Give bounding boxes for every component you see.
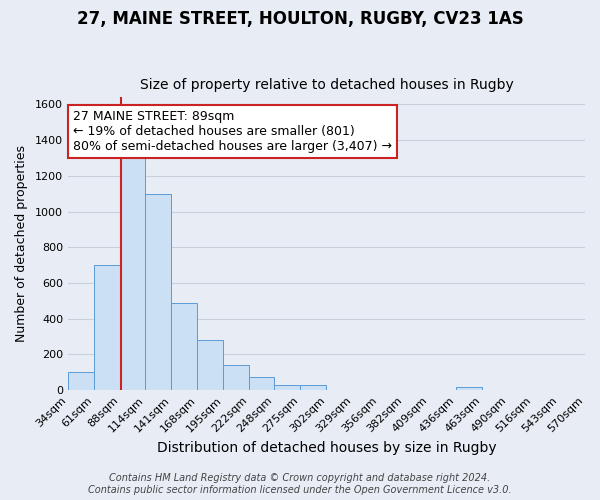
Bar	[223, 365, 249, 390]
Bar	[68, 372, 94, 390]
Bar	[274, 385, 301, 390]
Text: 27 MAINE STREET: 89sqm
← 19% of detached houses are smaller (801)
80% of semi-de: 27 MAINE STREET: 89sqm ← 19% of detached…	[73, 110, 392, 153]
Y-axis label: Number of detached properties: Number of detached properties	[15, 146, 28, 342]
Bar	[171, 302, 197, 390]
Bar	[94, 265, 120, 390]
Text: Contains HM Land Registry data © Crown copyright and database right 2024.
Contai: Contains HM Land Registry data © Crown c…	[88, 474, 512, 495]
Title: Size of property relative to detached houses in Rugby: Size of property relative to detached ho…	[140, 78, 514, 92]
Bar	[301, 385, 326, 390]
X-axis label: Distribution of detached houses by size in Rugby: Distribution of detached houses by size …	[157, 441, 496, 455]
Bar	[197, 340, 223, 390]
Bar	[120, 151, 145, 390]
Bar	[145, 194, 171, 390]
Text: 27, MAINE STREET, HOULTON, RUGBY, CV23 1AS: 27, MAINE STREET, HOULTON, RUGBY, CV23 1…	[77, 10, 523, 28]
Bar	[249, 377, 274, 390]
Bar	[456, 386, 482, 390]
